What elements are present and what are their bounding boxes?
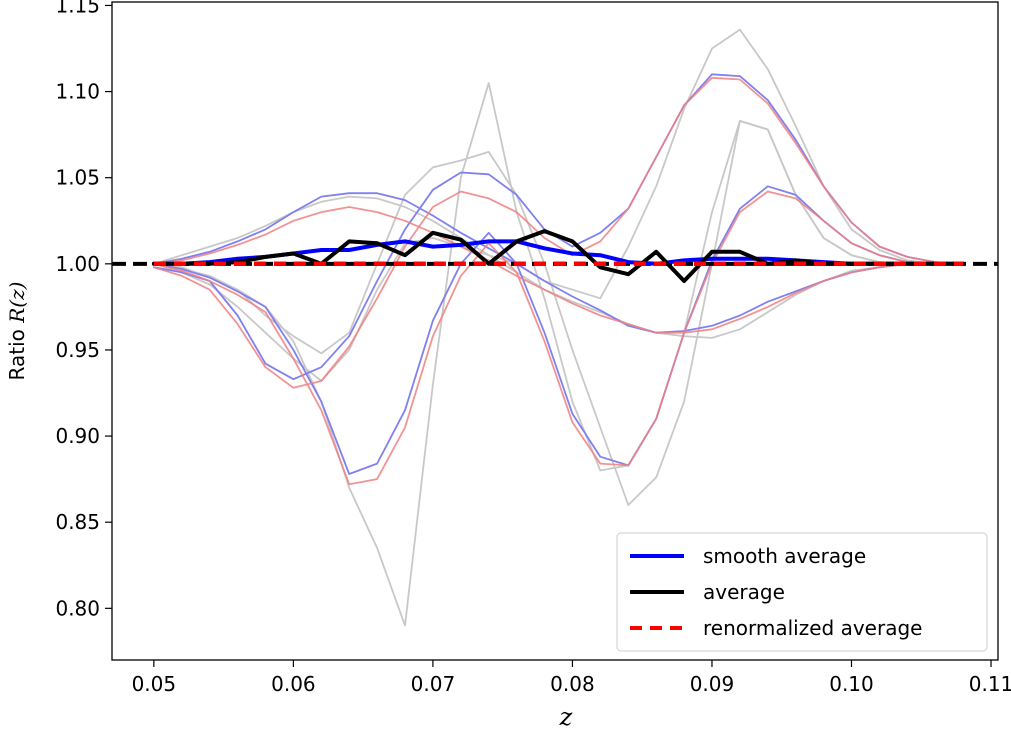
x-tick-label: 0.08 [550,672,595,696]
y-axis-label-math: R(z) [5,282,29,324]
legend-box [616,532,988,652]
y-tick-label: 0.90 [55,424,100,448]
red-realization-line-3 [152,190,964,486]
x-tick-label: 0.09 [690,672,735,696]
y-tick-label: 1.10 [55,80,100,104]
y-tick-label: 1.05 [55,166,100,190]
average-line [151,229,966,283]
y-axis-label-prefix: Ratio [5,323,29,381]
x-tick-label: 0.07 [411,672,456,696]
smooth-average-line [151,239,966,266]
blue-realization-line-2 [152,73,964,381]
x-tick-label: 0.10 [829,672,874,696]
y-axis-label: Ratio R(z) [5,282,29,381]
y-tick-label: 1.00 [55,252,100,276]
plot-frame [111,1,999,661]
y-tick-label: 0.85 [55,510,100,534]
legend: smooth average average renormalized averag… [616,532,988,652]
legend-label: average [703,580,785,604]
x-axis-label: z [559,703,573,729]
gray-realization-line-2 [152,195,964,339]
legend-label: renormalized average [703,616,922,640]
x-axis: 0.05 0.06 0.07 0.08 0.09 0.10 0.11 [132,660,1011,696]
x-tick-label: 0.06 [271,672,316,696]
x-tick-label: 0.11 [969,672,1011,696]
x-tick-label: 0.05 [132,672,177,696]
y-tick-label: 0.95 [55,338,100,362]
plot-lines [112,28,998,627]
y-axis: 0.80 0.85 0.90 0.95 1.00 1.05 1.10 1.15 [55,0,112,620]
legend-label: smooth average [703,544,866,568]
y-tick-label: 0.80 [55,596,100,620]
red-realization-line-1 [152,206,964,334]
y-tick-label: 1.15 [55,0,100,17]
gray-realization-line-3 [152,120,964,506]
red-realization-line-2 [152,76,964,389]
